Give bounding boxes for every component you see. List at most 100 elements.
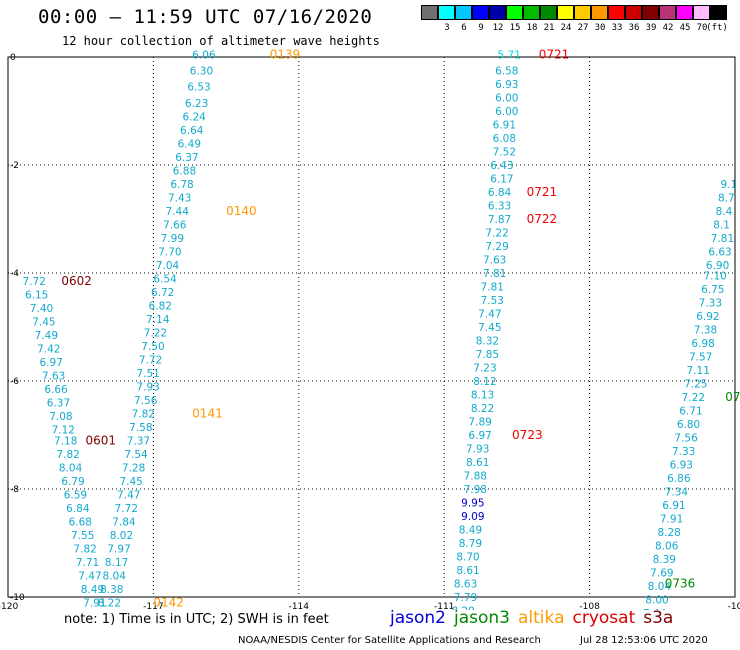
swh-value-label: 8.13 <box>471 390 494 402</box>
y-tick-label: -2 <box>10 161 19 171</box>
legend-swatch <box>455 5 472 20</box>
legend-bin-label: 42 <box>662 23 674 33</box>
swh-value-label: 7.18 <box>54 435 77 447</box>
swh-value-label: 5.71 <box>498 49 521 61</box>
satellite-legend-jason3: jason3 <box>454 608 510 628</box>
swh-value-label: 6.00 <box>495 106 518 118</box>
swh-value-label: 6.37 <box>175 152 198 164</box>
swh-value-label: 6.72 <box>151 287 174 299</box>
swh-value-label: 6.79 <box>61 476 84 488</box>
swh-value-label: 7.51 <box>136 368 159 380</box>
legend-bin-label: 30 <box>594 23 606 33</box>
legend-bin-label: 3 <box>444 23 450 33</box>
x-tick-label: -111 <box>434 602 454 610</box>
swh-value-label: 6.88 <box>173 165 196 177</box>
swh-value-label: 7.22 <box>144 327 167 339</box>
swh-value-label: 6.64 <box>180 125 204 137</box>
swh-value-label: 7.22 <box>682 392 705 404</box>
swh-value-label: 7.56 <box>674 433 698 445</box>
swh-value-label: 8.06 <box>655 541 679 553</box>
swh-value-label: 6.78 <box>170 179 193 191</box>
swh-value-label: 6.93 <box>670 460 693 472</box>
y-tick-label: -6 <box>10 377 19 387</box>
legend-bin-label: 33 <box>611 23 623 33</box>
legend-bin-label: 45 <box>679 23 691 33</box>
satellite-legend-cryosat: cryosat <box>572 608 636 628</box>
legend-swatch <box>489 5 506 20</box>
swh-value-label: 7.25 <box>684 379 707 391</box>
swh-value-label: 8.04 <box>648 581 672 593</box>
swh-value-label: 7.04 <box>156 260 180 272</box>
legend-bin-label: 39 <box>645 23 657 33</box>
swh-value-label: 8.22 <box>98 597 121 609</box>
legend-swatch <box>608 5 625 20</box>
x-tick-label: -108 <box>579 602 600 610</box>
swh-value-label: 7.40 <box>30 303 53 315</box>
swh-value-label: 7.56 <box>134 395 158 407</box>
swh-value-label: 7.70 <box>158 246 181 258</box>
legend-swatch <box>574 5 591 20</box>
swh-value-label: 7.63 <box>483 255 506 267</box>
legend-swatch <box>472 5 489 20</box>
swh-value-label: 7.58 <box>129 422 152 434</box>
swh-value-label: 6.97 <box>468 430 491 442</box>
swh-value-label: 7.45 <box>32 317 55 329</box>
legend-bin-label: 24 <box>560 23 572 33</box>
x-tick-label: -120 <box>0 602 18 610</box>
swh-value-label: 7.99 <box>161 233 184 245</box>
legend-swatch <box>625 5 642 20</box>
swh-value-label: 9.09 <box>461 511 484 523</box>
swh-value-label: 6.54 <box>153 273 177 285</box>
legend-bin-label: 6 <box>461 23 467 33</box>
swh-value-label: 7.87 <box>488 214 511 226</box>
swh-value-label: 7.38 <box>694 325 717 337</box>
swh-value-label: 8.4 <box>716 206 733 218</box>
swh-value-label: 7.53 <box>481 295 504 307</box>
altimeter-track-plot: -120 -117 -114 -111 -108 -10 0 -2 -4 -6 -8 -10 6.06 6… <box>0 47 740 610</box>
swh-value-label: 7.42 <box>37 344 60 356</box>
swh-value-label: 7.88 <box>464 471 487 483</box>
legend-swatch <box>659 5 676 20</box>
swh-value-label: 6.00 <box>495 93 518 105</box>
legend-swatch <box>693 5 710 20</box>
legend-unit-label: (ft) <box>706 23 728 33</box>
legend-bin-label: 70 <box>696 23 708 33</box>
satellite-legend-altika: altika <box>518 608 565 628</box>
plot-frame <box>7 56 736 598</box>
credit-line: NOAA/NESDIS Center for Satellite Applica… <box>238 635 541 646</box>
swh-value-label: 7.54 <box>124 449 148 461</box>
swh-value-label: 7.72 <box>115 503 138 515</box>
swh-value-label: 6.49 <box>178 138 201 150</box>
swh-value-label: 9.95 <box>461 498 484 510</box>
legend-bin-label: 36 <box>628 23 640 33</box>
swh-value-label: 7.44 <box>643 608 667 610</box>
generation-timestamp: Jul 28 12:53:06 UTC 2020 <box>580 635 708 646</box>
swh-value-label: 6.90 <box>706 260 729 272</box>
swh-value-label: 6.53 <box>187 82 210 94</box>
legend-bin-label: 12 <box>492 23 504 33</box>
swh-value-label: 8.22 <box>471 403 494 415</box>
track-time-label: 0142 <box>153 595 184 609</box>
swh-value-label: 7.11 <box>687 365 710 377</box>
track-time-label: 0721 <box>539 47 570 61</box>
swh-value-label: 6.23 <box>185 98 208 110</box>
swh-value-label: 7.47 <box>78 570 101 582</box>
swh-value-label: 7.63 <box>42 371 65 383</box>
swh-value-label: 7.79 <box>454 592 477 604</box>
swh-value-label: 8.17 <box>105 557 128 569</box>
swh-value-label: 7.33 <box>699 298 722 310</box>
swh-value-label: 7.82 <box>56 449 79 461</box>
swh-value-label: 7.10 <box>703 271 726 283</box>
track-time-label: 0737 <box>725 390 740 404</box>
swh-value-label: 7.98 <box>464 484 487 496</box>
track-time-label: 0736 <box>665 577 696 591</box>
swh-value-label: 6.24 <box>182 111 206 123</box>
swh-value-label: 7.47 <box>117 489 140 501</box>
swh-value-label: 7.43 <box>168 192 191 204</box>
swh-value-label: 6.43 <box>490 160 513 172</box>
satellite-legend-s3a: s3a <box>643 608 674 628</box>
swh-value-label: 8.7 <box>718 192 735 204</box>
swh-value-label: 7.69 <box>650 568 673 580</box>
swh-value-label: 6.17 <box>490 174 513 186</box>
legend-swatch <box>523 5 540 20</box>
